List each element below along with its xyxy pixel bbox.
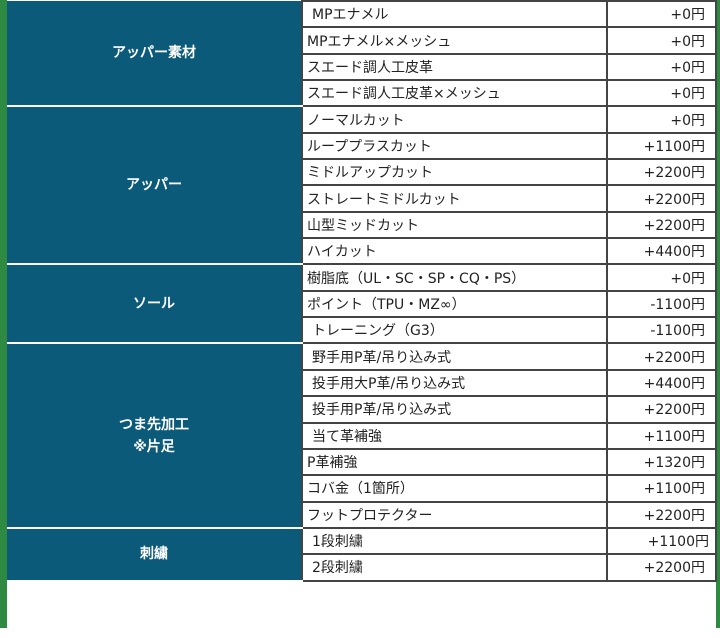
- category-cell-upper: アッパー: [7, 106, 302, 266]
- option-price: +0円: [606, 0, 717, 29]
- option-name: フットプロテクター: [301, 500, 608, 529]
- option-name: スエード調人工皮革×メッシュ: [301, 79, 608, 108]
- category-label: つま先加工: [119, 416, 189, 433]
- option-price: +0円: [606, 105, 717, 134]
- option-name: ミドルアップカット: [301, 158, 608, 187]
- table-row: ポイント（TPU・MZ∞） -1100円: [7, 289, 717, 319]
- option-name: ノーマルカット: [301, 105, 608, 134]
- table-row: ソール 樹脂底（UL・SC・SP・CQ・PS） +0円: [7, 263, 717, 345]
- table-row: ミドルアップカット +2200円: [7, 158, 717, 187]
- option-name: P革補強: [301, 447, 608, 477]
- option-price: +2200円: [606, 395, 717, 424]
- option-price: +2200円: [606, 210, 717, 240]
- category-cell-sole: ソール: [7, 264, 302, 345]
- option-price: +4400円: [606, 237, 717, 266]
- table-row: アッパー素材 MPエナメル +0円: [7, 0, 717, 108]
- option-price: +1100円: [606, 526, 717, 556]
- table-body: アッパー素材 MPエナメル +0円 MPエナメル×メッシュ +0円 スエード調人…: [7, 0, 717, 582]
- table-row: スエード調人工皮革 +0円: [7, 52, 717, 82]
- option-price: +4400円: [606, 368, 717, 398]
- option-price: +0円: [606, 26, 717, 55]
- category-cell-embroidery: 刺繍: [7, 527, 302, 582]
- option-price: +1320円: [606, 447, 717, 477]
- option-price: +0円: [606, 52, 717, 82]
- category-cell-toe-processing: つま先加工 ※片足: [7, 343, 302, 529]
- option-name: ポイント（TPU・MZ∞）: [301, 289, 608, 319]
- table-row: 投手用P革/吊り込み式 +2200円: [7, 395, 717, 424]
- option-price-table: アッパー素材 MPエナメル +0円 MPエナメル×メッシュ +0円 スエード調人…: [7, 0, 717, 582]
- option-name: スエード調人工皮革: [301, 52, 608, 82]
- option-price: +2200円: [606, 158, 717, 187]
- option-name: 投手用大P革/吊り込み式: [301, 368, 608, 398]
- option-price: +0円: [606, 79, 717, 108]
- category-label: アッパー: [126, 177, 182, 194]
- table-row: ループプラスカット +1100円: [7, 131, 717, 161]
- option-name: トレーニング（G3）: [301, 316, 608, 345]
- option-name: コバ金（1箇所）: [301, 474, 608, 503]
- option-name: MPエナメル×メッシュ: [301, 26, 608, 55]
- table-row: つま先加工 ※片足 野手用P革/吊り込み式 +2200円: [7, 342, 717, 529]
- table-row: トレーニング（G3） -1100円: [7, 316, 717, 345]
- option-name: ストレートミドルカット: [301, 184, 608, 213]
- option-price: +1100円: [606, 421, 717, 450]
- table-row: 投手用大P革/吊り込み式 +4400円: [7, 368, 717, 398]
- table-row: スエード調人工皮革×メッシュ +0円: [7, 79, 717, 108]
- table-row: P革補強 +1320円: [7, 447, 717, 477]
- option-price: +0円: [606, 263, 717, 292]
- table-row: 刺繍 1段刺繍 +1100円: [7, 526, 717, 582]
- option-name: MPエナメル: [301, 0, 608, 29]
- option-price: +2200円: [606, 500, 717, 529]
- category-cell-upper-material: アッパー素材: [7, 1, 302, 108]
- table-row: ストレートミドルカット +2200円: [7, 184, 717, 213]
- table-row: 2段刺繍 +2200円: [7, 553, 717, 582]
- option-price: +1100円: [606, 131, 717, 161]
- option-price: -1100円: [606, 316, 717, 345]
- option-price: -1100円: [606, 289, 717, 319]
- option-name: ハイカット: [301, 237, 608, 266]
- option-name: 当て革補強: [301, 421, 608, 450]
- option-name: ループプラスカット: [301, 131, 608, 161]
- category-label: 刺繍: [140, 546, 168, 563]
- table-row: 山型ミッドカット +2200円: [7, 210, 717, 240]
- option-name: 野手用P革/吊り込み式: [301, 342, 608, 371]
- table-row: ハイカット +4400円: [7, 237, 717, 266]
- table-row: フットプロテクター +2200円: [7, 500, 717, 529]
- table-row: アッパー ノーマルカット +0円: [7, 105, 717, 266]
- category-note: ※片足: [133, 438, 175, 455]
- option-price: +2200円: [606, 553, 717, 582]
- option-price: +2200円: [606, 342, 717, 371]
- table-row: MPエナメル×メッシュ +0円: [7, 26, 717, 55]
- table-row: コバ金（1箇所） +1100円: [7, 474, 717, 503]
- category-label: アッパー素材: [112, 45, 196, 62]
- category-label: ソール: [133, 295, 175, 312]
- option-name: 1段刺繍: [301, 526, 608, 556]
- bottom-margin: [0, 628, 720, 638]
- option-name: 投手用P革/吊り込み式: [301, 395, 608, 424]
- option-name: 2段刺繍: [301, 553, 608, 582]
- option-price: +1100円: [606, 474, 717, 503]
- option-price: +2200円: [606, 184, 717, 213]
- option-name: 樹脂底（UL・SC・SP・CQ・PS）: [301, 263, 608, 292]
- table-row: 当て革補強 +1100円: [7, 421, 717, 450]
- option-name: 山型ミッドカット: [301, 210, 608, 240]
